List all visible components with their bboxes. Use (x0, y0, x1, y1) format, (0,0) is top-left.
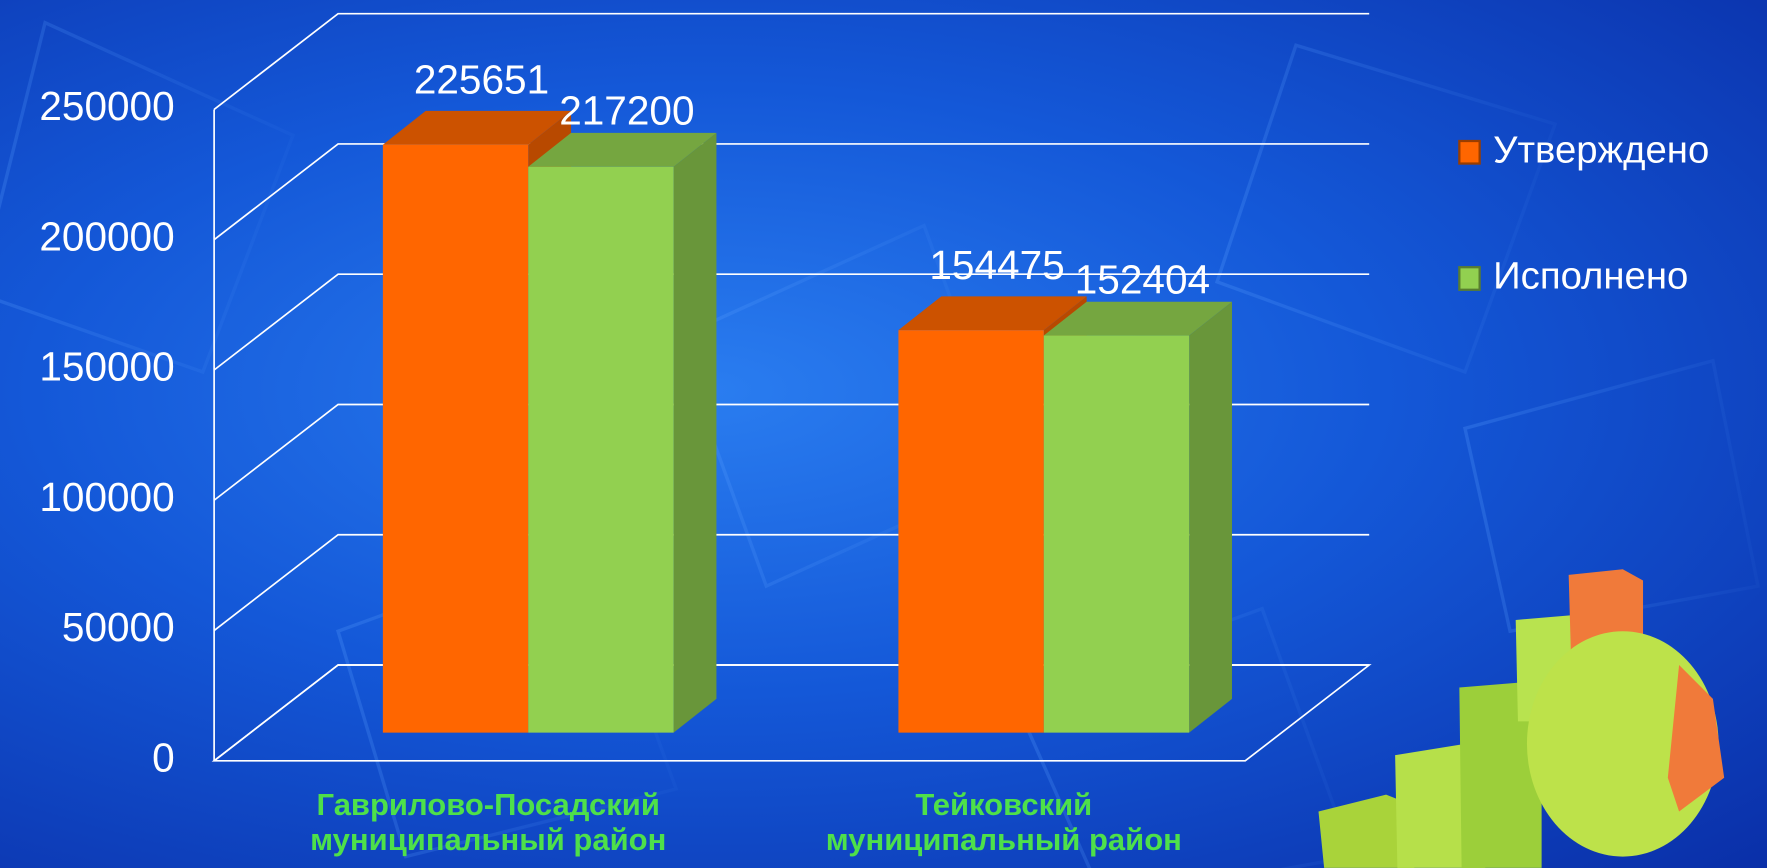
grid-line (213, 12, 1370, 111)
bar-front (898, 330, 1044, 733)
data-label: 152404 (1075, 256, 1210, 302)
bar (1043, 301, 1232, 733)
y-tick-label: 0 (152, 735, 175, 781)
data-label: 154475 (929, 242, 1064, 288)
bar-top (528, 132, 717, 167)
y-tick-label: 100000 (39, 474, 174, 520)
data-label: 217200 (559, 87, 694, 133)
y-tick-label: 250000 (39, 83, 174, 129)
bar-top (898, 296, 1087, 331)
y-tick-label: 50000 (62, 604, 175, 650)
decoration-icon (1318, 569, 1725, 868)
legend-swatch (1458, 266, 1481, 291)
bar-front (382, 144, 529, 733)
bar-top (382, 110, 572, 145)
y-tick-label: 150000 (39, 344, 174, 390)
bar-side (673, 132, 717, 733)
grid-line (213, 273, 1370, 371)
bar-side (1189, 301, 1232, 733)
x-tick-label: Тейковский муниципальный район (825, 786, 1182, 858)
grid-line (213, 143, 1370, 241)
legend-swatch (1458, 139, 1481, 165)
plot-area: 0 50000 100000 150000 200000 250000 2256512172… (39, 12, 1372, 781)
y-tick-label: 200000 (39, 213, 174, 259)
legend-label: Утверждено (1493, 128, 1709, 171)
legend-label: Исполнено (1493, 255, 1688, 298)
bar-front (1043, 335, 1190, 733)
bar (528, 132, 717, 733)
data-label: 225651 (414, 56, 549, 102)
bar-front (528, 166, 674, 733)
bar-top (1043, 301, 1232, 336)
x-tick-label: Гаврилово-Посадский муниципальный район (310, 786, 667, 858)
